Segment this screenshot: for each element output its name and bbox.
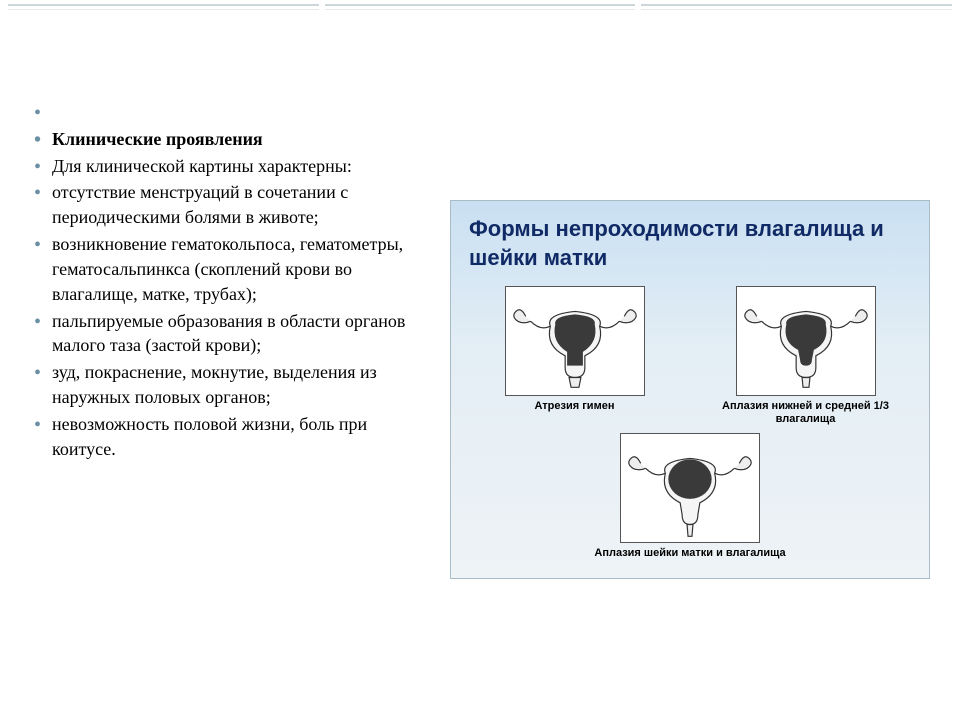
bullet-item: Клинические проявления — [28, 127, 420, 152]
text-column: Клинические проявленияДля клинической ка… — [0, 0, 430, 720]
bullet-item: возникновение гематокольпоса, гематометр… — [28, 232, 420, 306]
bullet-item: Для клинической картины характерны: — [28, 154, 420, 179]
bullet-item: невозможность половой жизни, боль при ко… — [28, 412, 420, 462]
bullet-list: Клинические проявленияДля клинической ка… — [28, 100, 420, 462]
diagram-panel: Формы непроходимости влагалища и шейки м… — [450, 200, 930, 579]
diagram-row-top: Атрезия гимен — [469, 286, 911, 426]
diagram-caption: Атрезия гимен — [535, 400, 615, 413]
slide-body: Клинические проявленияДля клинической ка… — [0, 0, 960, 720]
diagram-3: Аплазия шейки матки и влагалища — [590, 433, 790, 560]
bullet-item: пальпируемые образования в области орган… — [28, 309, 420, 359]
bullet-item: зуд, покраснение, мокнутие, выделения из… — [28, 360, 420, 410]
panel-title: Формы непроходимости влагалища и шейки м… — [469, 215, 911, 272]
uterus-diagram-icon — [505, 286, 645, 396]
diagram-row-bottom: Аплазия шейки матки и влагалища — [469, 433, 911, 560]
bullet-item: отсутствие менструаций в сочетании с пер… — [28, 180, 420, 230]
diagram-caption: Аплазия нижней и средней 1/3 влагалища — [706, 400, 906, 426]
diagram-caption: Аплазия шейки матки и влагалища — [594, 547, 785, 560]
diagram-2: Аплазия нижней и средней 1/3 влагалища — [706, 286, 906, 426]
diagram-1: Атрезия гимен — [475, 286, 675, 426]
uterus-diagram-icon — [736, 286, 876, 396]
bullet-item — [28, 100, 420, 125]
image-column: Формы непроходимости влагалища и шейки м… — [430, 0, 960, 720]
uterus-diagram-icon — [620, 433, 760, 543]
